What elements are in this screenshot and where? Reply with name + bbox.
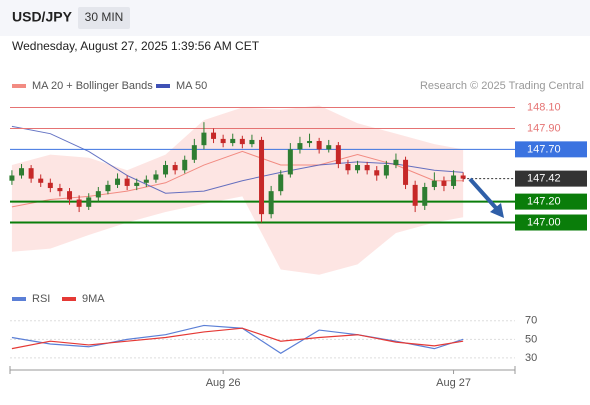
candle-body: [230, 138, 236, 144]
legend-swatch: [156, 84, 170, 88]
candle-body: [143, 179, 149, 183]
candle-body: [153, 174, 159, 180]
candle-body: [115, 178, 121, 185]
legend-swatch: [12, 84, 26, 88]
candle-body: [335, 145, 341, 164]
y-tick-label: 50: [525, 333, 537, 345]
candle-body: [259, 139, 265, 215]
legend-swatch: [62, 297, 76, 301]
candle-body: [451, 175, 457, 186]
candle-body: [364, 165, 370, 171]
level-label: 147.42: [527, 173, 561, 185]
y-tick-label: 70: [525, 315, 537, 327]
forecast-arrow: [468, 177, 498, 210]
candle-body: [38, 178, 44, 183]
forecast-arrowhead: [490, 203, 504, 218]
level-label: 147.20: [527, 196, 561, 208]
candle-body: [422, 186, 428, 206]
legend-swatch: [12, 297, 26, 301]
candle-body: [307, 140, 313, 144]
bollinger-band: [11, 105, 464, 275]
level-box: [515, 193, 587, 210]
level-label: 147.70: [527, 143, 561, 155]
candle-body: [431, 180, 437, 187]
candle-body: [105, 184, 111, 192]
candle-body: [163, 165, 169, 175]
candle-body: [19, 168, 25, 176]
candle-body: [316, 140, 322, 150]
legend-label: MA 20 + Bollinger Bands: [32, 80, 153, 92]
level-label: 147.90: [527, 122, 561, 134]
y-tick-label: 30: [525, 352, 537, 364]
candle-body: [211, 132, 217, 139]
candle-body: [239, 138, 245, 145]
candle-body: [393, 159, 399, 166]
x-tick-label: Aug 26: [206, 377, 241, 389]
candle-body: [268, 191, 274, 215]
candle-body: [86, 197, 92, 207]
candle-body: [345, 163, 351, 171]
timeframe: 30 MIN: [85, 10, 124, 24]
candle-body: [383, 165, 389, 176]
candle-body: [124, 178, 130, 186]
candle-body: [460, 175, 466, 179]
candle-body: [9, 175, 15, 181]
level-box: [515, 141, 587, 158]
candle-body: [182, 159, 188, 171]
candle-body: [326, 145, 332, 150]
candle-body: [441, 180, 447, 186]
rsi-line: [11, 327, 464, 350]
candle-body: [47, 182, 53, 189]
candle-body: [57, 188, 63, 192]
candle-body: [76, 199, 82, 207]
candle-body: [412, 184, 418, 206]
candle-body: [67, 191, 73, 200]
level-box: [515, 170, 587, 187]
legend-label: 9MA: [82, 293, 105, 305]
candle-body: [191, 145, 197, 160]
legend-label: MA 50: [176, 80, 207, 92]
candle-body: [374, 170, 380, 176]
candle-body: [278, 174, 284, 192]
candle-body: [134, 182, 140, 186]
x-tick-label: Aug 27: [436, 377, 471, 389]
candle-body: [287, 149, 293, 175]
timeframe-box: [78, 7, 130, 29]
level-label: 147.00: [527, 216, 561, 228]
candle-body: [201, 132, 207, 146]
source: Research © 2025 Trading Central: [420, 80, 584, 92]
candle-body: [355, 165, 361, 171]
candle-body: [220, 138, 226, 144]
level-box: [515, 214, 587, 231]
candle-body: [249, 139, 255, 145]
symbol: USD/JPY: [12, 9, 73, 25]
level-label: 148.10: [527, 101, 561, 113]
candle-body: [28, 168, 34, 179]
candle-body: [403, 159, 409, 185]
legend-label: RSI: [32, 293, 50, 305]
candle-body: [297, 143, 303, 150]
candle-body: [172, 165, 178, 171]
candle-body: [95, 191, 101, 198]
timestamp: Wednesday, August 27, 2025 1:39:56 AM CE…: [12, 39, 260, 53]
